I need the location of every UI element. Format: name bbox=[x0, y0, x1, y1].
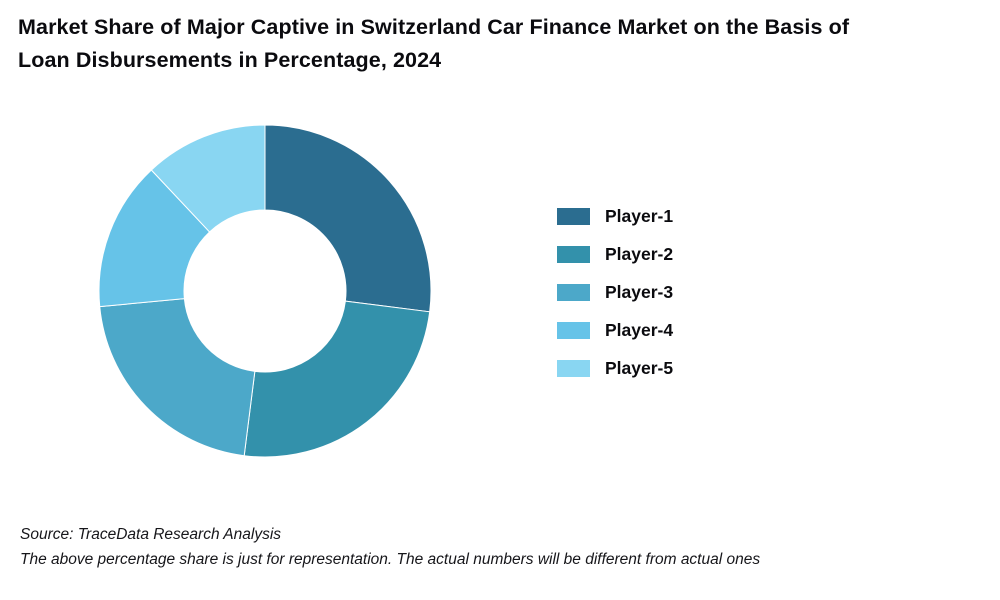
legend-item-player-1: Player-1 bbox=[557, 206, 674, 226]
legend-swatch-player-3 bbox=[557, 284, 590, 301]
donut-slice-player-2 bbox=[243, 300, 431, 458]
chart-title: Market Share of Major Captive in Switzer… bbox=[18, 11, 986, 77]
legend-label-player-4: Player-4 bbox=[605, 320, 674, 340]
legend-label-player-3: Player-3 bbox=[605, 282, 674, 302]
legend-label-player-2: Player-2 bbox=[605, 244, 674, 264]
chart-title-line2: Loan Disbursements in Percentage, 2024 bbox=[18, 48, 442, 72]
donut-slice-player-4 bbox=[98, 169, 211, 308]
donut-slice-player-5 bbox=[150, 124, 266, 233]
legend-item-player-5: Player-5 bbox=[557, 358, 674, 378]
chart-footer: Source: TraceData Research Analysis The … bbox=[20, 522, 980, 572]
chart-legend: Player-1 Player-2 Player-3 Player-4 Play… bbox=[557, 206, 674, 378]
donut-slice-player-1 bbox=[264, 124, 432, 313]
source-note: Source: TraceData Research Analysis bbox=[20, 526, 282, 543]
donut-slice-player-3 bbox=[99, 298, 256, 457]
legend-swatch-player-5 bbox=[557, 360, 590, 377]
chart-title-line1: Market Share of Major Captive in Switzer… bbox=[18, 15, 850, 39]
disclaimer-note: The above percentage share is just for r… bbox=[20, 551, 761, 568]
legend-swatch-player-2 bbox=[557, 246, 590, 263]
donut-chart bbox=[98, 124, 432, 458]
legend-swatch-player-1 bbox=[557, 208, 590, 225]
legend-item-player-3: Player-3 bbox=[557, 282, 674, 302]
legend-swatch-player-4 bbox=[557, 322, 590, 339]
legend-item-player-4: Player-4 bbox=[557, 320, 674, 340]
legend-label-player-1: Player-1 bbox=[605, 206, 674, 226]
legend-label-player-5: Player-5 bbox=[605, 358, 674, 378]
legend-item-player-2: Player-2 bbox=[557, 244, 674, 264]
